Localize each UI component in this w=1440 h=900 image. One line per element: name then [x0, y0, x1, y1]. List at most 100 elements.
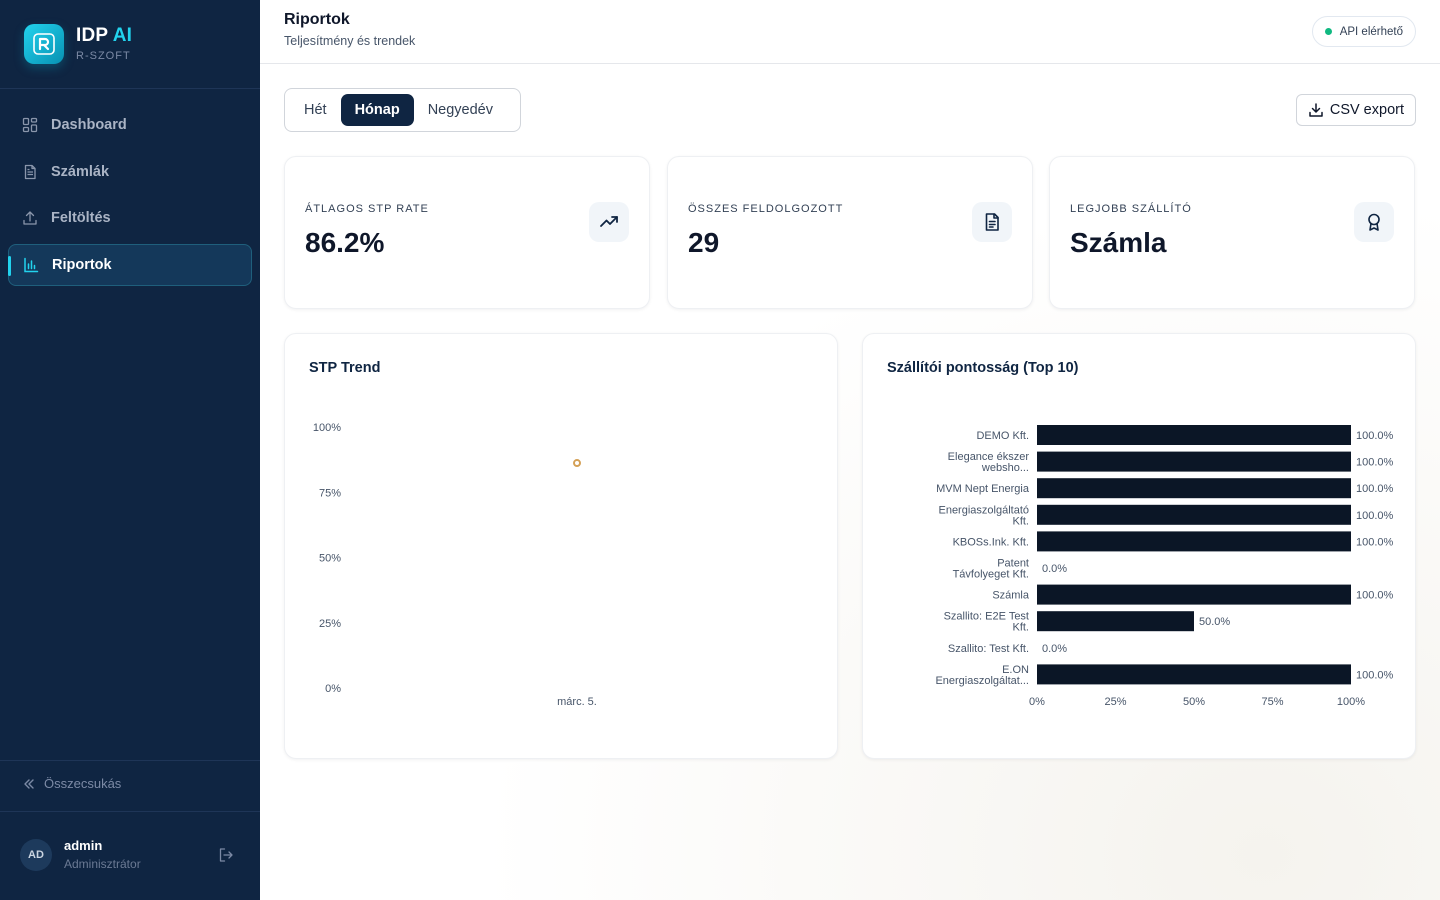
bar	[1037, 611, 1194, 632]
brand-name: IDP AI	[76, 25, 133, 46]
sidebar-divider	[0, 811, 260, 812]
kpi-value: Számla	[1070, 227, 1167, 258]
category-label-line: Kft.	[1012, 515, 1029, 527]
period-tabs: Hét Hónap Negyedév	[284, 88, 521, 132]
category-label-line: Elegance ékszer	[948, 451, 1030, 463]
sidebar-item-reports[interactable]: Riportok	[8, 243, 252, 286]
collapse-label: Összecsukás	[44, 776, 122, 791]
kpi-value: 29	[688, 227, 720, 258]
csv-export-label: CSV export	[1329, 102, 1404, 118]
collapse-button[interactable]: Összecsukás	[22, 776, 121, 791]
user-profile: AD admin Adminisztrátor	[20, 838, 240, 871]
main-content: Riportok Teljesítmény és trendek API elé…	[260, 0, 1440, 900]
status-dot-icon	[1324, 28, 1332, 35]
sidebar-item-label: Riportok	[52, 256, 112, 273]
bar	[1037, 664, 1351, 685]
chevrons-left-icon	[24, 778, 34, 789]
category-label-line: MVM Nept Energia	[936, 483, 1030, 495]
bar	[1037, 425, 1351, 445]
logout-icon[interactable]	[218, 847, 234, 868]
avatar[interactable]: AD	[20, 838, 52, 871]
value-label: 0.0%	[1042, 643, 1067, 655]
value-label: 100.0%	[1356, 430, 1394, 442]
page-header: Riportok Teljesítmény és trendek API elé…	[260, 0, 1440, 64]
sidebar-item-dashboard[interactable]: Dashboard	[8, 104, 252, 146]
x-tick-label: 100%	[1337, 696, 1365, 708]
supplier-accuracy-chart: DEMO Kft. 100.0% Elegance ékszer websho... 1…	[935, 425, 1394, 708]
category-label-line: Szallito: E2E Test	[944, 611, 1029, 623]
sidebar-item-upload[interactable]: Feltöltés	[8, 197, 252, 239]
bar	[1037, 531, 1351, 552]
kpi-label: LEGJOBB SZÁLLÍTÓ	[1070, 203, 1192, 215]
category-label: Számla	[992, 590, 1030, 602]
x-tick-label: 25%	[1104, 696, 1126, 708]
category-label: DEMO Kft.	[976, 430, 1029, 442]
tab-week[interactable]: Hét	[304, 102, 327, 118]
value-label: 0.0%	[1042, 563, 1067, 575]
bar	[1037, 478, 1351, 499]
brand[interactable]: IDP AI R-SZOFT	[24, 24, 132, 64]
x-tick-label: 50%	[1183, 696, 1205, 708]
download-icon	[1309, 103, 1323, 117]
value-label: 100.0%	[1356, 483, 1394, 495]
x-tick-label: 0%	[1029, 696, 1045, 708]
award-icon	[1354, 202, 1394, 242]
y-tick-label: 25%	[319, 618, 341, 630]
bar	[1037, 504, 1351, 525]
sidebar-item-label: Számlák	[51, 163, 110, 180]
bar	[1037, 584, 1351, 605]
document-icon	[972, 202, 1012, 242]
value-label: 100.0%	[1356, 510, 1394, 522]
category-label: Elegance ékszer websho...	[948, 451, 1030, 474]
x-tick-label: márc. 5.	[557, 696, 597, 708]
tab-quarter[interactable]: Negyedév	[427, 102, 493, 118]
document-icon	[22, 164, 38, 180]
kpi-label: ÁTLAGOS STP RATE	[305, 203, 429, 215]
sidebar: IDP AI R-SZOFT Dashboard Számlák	[0, 0, 260, 900]
dashboard-icon	[22, 117, 38, 133]
user-role: Adminisztrátor	[64, 857, 141, 871]
sidebar-divider	[0, 760, 260, 761]
kpi-value: 86.2%	[305, 227, 385, 258]
sidebar-nav: Dashboard Számlák Feltöltés	[8, 104, 252, 290]
api-status-label: API elérhető	[1339, 25, 1403, 38]
y-tick-label: 50%	[319, 553, 341, 565]
bar	[1037, 451, 1351, 472]
brand-accent: AI	[112, 25, 133, 46]
category-label-line: Kft.	[1012, 622, 1029, 634]
tab-month[interactable]: Hónap	[340, 94, 414, 126]
brand-subtitle: R-SZOFT	[76, 50, 131, 62]
stp-trend-card: STP Trend 100% 75% 50% 25% 0% márc. 5.	[284, 333, 838, 759]
page-subtitle: Teljesítmény és trendek	[284, 34, 416, 48]
bar-chart-icon	[23, 257, 39, 273]
sidebar-item-label: Dashboard	[51, 117, 127, 133]
kpi-label: ÖSSZES FELDOLGOZOTT	[688, 203, 844, 215]
category-label: KBOSs.Ink. Kft.	[953, 536, 1029, 548]
category-label: E.ON Energiaszolgáltat...	[935, 664, 1029, 687]
sidebar-item-label: Feltöltés	[51, 210, 111, 226]
value-label: 100.0%	[1356, 457, 1394, 469]
y-tick-label: 0%	[325, 683, 341, 695]
stp-trend-chart: 100% 75% 50% 25% 0% márc. 5.	[313, 422, 597, 708]
trending-up-icon	[589, 202, 629, 242]
category-label-line: Energiaszolgáltató	[938, 504, 1029, 516]
supplier-accuracy-card: Szállítói pontosság (Top 10) DEMO Kft. 10…	[862, 333, 1416, 759]
category-label-line: Távfolyeget Kft.	[953, 569, 1029, 581]
value-label: 50.0%	[1199, 616, 1230, 628]
chart-title: Szállítói pontosság (Top 10)	[887, 360, 1079, 376]
logo-icon	[24, 24, 64, 64]
category-label: MVM Nept Energia	[936, 483, 1030, 495]
category-label-line: E.ON	[1002, 664, 1029, 676]
category-label: Szallito: Test Kft.	[948, 643, 1029, 655]
user-name: admin	[64, 838, 103, 853]
sidebar-divider	[0, 88, 260, 89]
page-title: Riportok	[284, 11, 350, 28]
y-tick-label: 100%	[313, 422, 341, 434]
csv-export-button[interactable]: CSV export	[1295, 94, 1416, 126]
sidebar-item-invoices[interactable]: Számlák	[8, 151, 252, 193]
value-label: 100.0%	[1356, 536, 1394, 548]
upload-icon	[22, 210, 38, 226]
kpi-card-processed: ÖSSZES FELDOLGOZOTT 29	[667, 156, 1033, 309]
category-label-line: DEMO Kft.	[976, 430, 1029, 442]
category-label-line: websho...	[981, 462, 1029, 474]
